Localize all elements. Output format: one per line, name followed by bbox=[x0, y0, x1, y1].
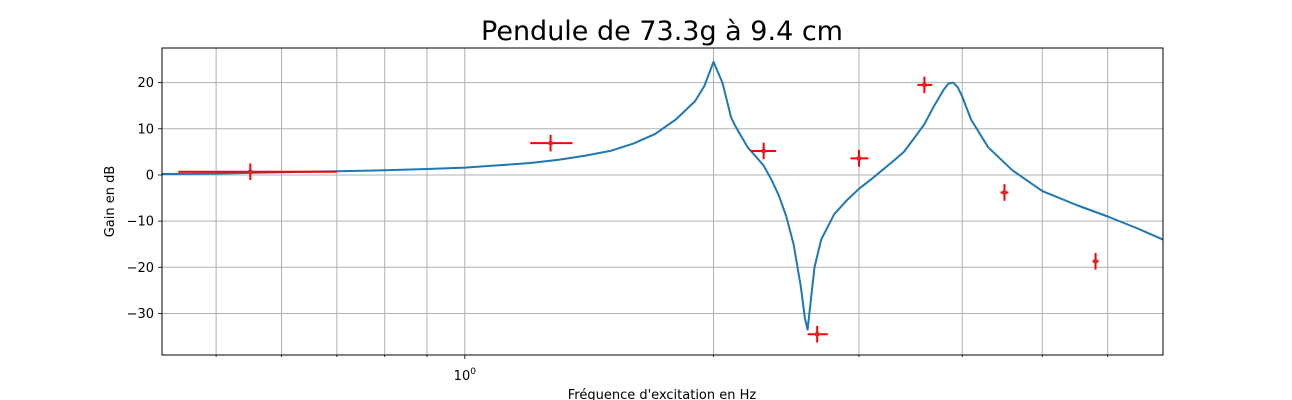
plot-series bbox=[161, 60, 1164, 343]
plot-frame bbox=[161, 47, 1164, 356]
measurement-point bbox=[1093, 258, 1099, 264]
y-axis-label: Gain en dB bbox=[103, 166, 118, 238]
measurement-point bbox=[921, 82, 927, 88]
x-tick-label: 100 bbox=[454, 367, 477, 384]
measurement-point bbox=[856, 155, 862, 161]
measurement-point bbox=[761, 148, 767, 154]
model-curve-line bbox=[161, 60, 1164, 331]
measurement-point bbox=[1001, 189, 1007, 195]
y-tick-label: 10 bbox=[137, 122, 154, 137]
measurement-point bbox=[548, 140, 554, 146]
y-tick-label: −20 bbox=[127, 261, 154, 276]
y-tick-label: −10 bbox=[127, 215, 154, 230]
x-axis-label: Fréquence d'excitation en Hz bbox=[568, 388, 757, 400]
y-tick-label: 20 bbox=[137, 76, 154, 91]
y-tick-label: −30 bbox=[127, 307, 154, 322]
y-tick-label: 0 bbox=[146, 168, 154, 183]
measurement-point bbox=[814, 331, 820, 337]
chart-title: Pendule de 73.3g à 9.4 cm bbox=[481, 16, 843, 47]
measurement-point bbox=[247, 169, 253, 175]
